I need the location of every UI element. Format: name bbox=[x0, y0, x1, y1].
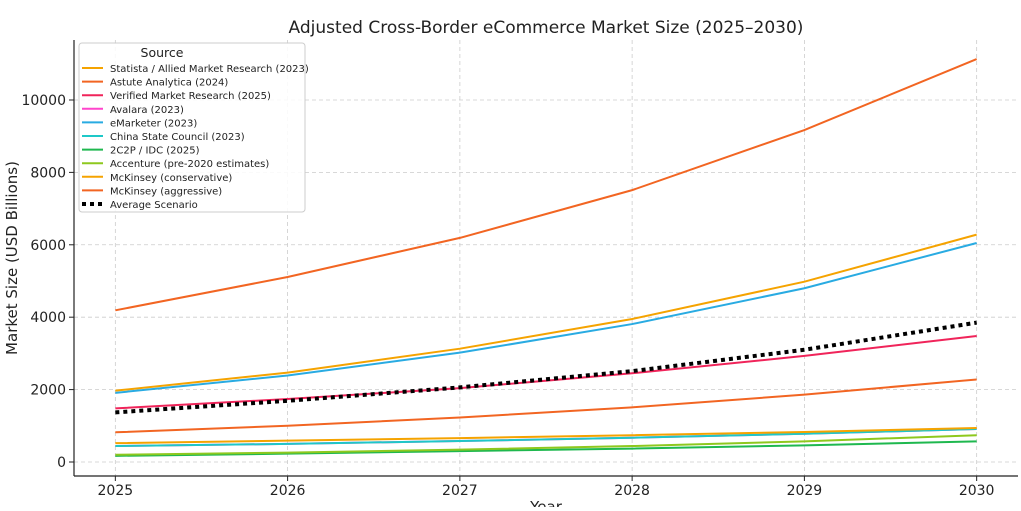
x-tick-label: 2025 bbox=[98, 483, 134, 499]
x-axis-label: Year bbox=[529, 498, 563, 507]
y-tick-label: 2000 bbox=[30, 383, 66, 399]
legend-entry: Accenture (pre-2020 estimates) bbox=[110, 159, 269, 170]
legend-entry: McKinsey (conservative) bbox=[110, 173, 232, 184]
y-axis-label: Market Size (USD Billions) bbox=[3, 161, 21, 355]
x-tick-label: 2029 bbox=[787, 483, 823, 499]
series-line-1 bbox=[115, 378, 977, 434]
legend-entry: Verified Market Research (2025) bbox=[110, 91, 271, 102]
series-lines bbox=[115, 58, 978, 457]
legend-entry: 2C2P / IDC (2025) bbox=[110, 146, 200, 157]
legend-entry: Astute Analytica (2024) bbox=[110, 78, 228, 89]
series-line-9 bbox=[115, 58, 978, 312]
x-tick-label: 2028 bbox=[614, 483, 650, 499]
series-line-0 bbox=[115, 233, 977, 392]
series-line-7 bbox=[115, 434, 977, 456]
x-tick-label: 2027 bbox=[442, 483, 478, 499]
series-line-4 bbox=[115, 242, 977, 394]
series-line-5 bbox=[115, 428, 977, 448]
legend-entry: Average Scenario bbox=[110, 200, 198, 211]
axes: 2025 2026 2027 2028 2029 2030 0 2000 4000 6000 800… bbox=[21, 40, 1018, 499]
x-tick-label: 2026 bbox=[270, 483, 306, 499]
legend-entry: McKinsey (aggressive) bbox=[110, 186, 222, 197]
y-tick-label: 4000 bbox=[30, 310, 66, 326]
legend-entry: Avalara (2023) bbox=[110, 105, 184, 116]
legend-box bbox=[78, 42, 306, 213]
series-line-2 bbox=[115, 335, 977, 410]
chart-title: Adjusted Cross-Border eCommerce Market S… bbox=[289, 18, 804, 38]
legend-entry: China State Council (2023) bbox=[110, 132, 245, 143]
legend-title: Source bbox=[141, 45, 184, 60]
series-line-8 bbox=[115, 426, 977, 445]
y-tick-label: 10000 bbox=[21, 93, 66, 109]
y-tick-label: 0 bbox=[57, 455, 66, 471]
grid bbox=[74, 40, 1018, 476]
x-tick-label: 2030 bbox=[959, 483, 995, 499]
series-line-6 bbox=[115, 440, 977, 457]
y-tick-label: 6000 bbox=[30, 238, 66, 254]
legend: Source Statista / Allied Market Research … bbox=[78, 42, 309, 213]
legend-entry: eMarketer (2023) bbox=[110, 118, 197, 129]
series-line-10 bbox=[115, 320, 977, 415]
y-tick-label: 8000 bbox=[30, 165, 66, 181]
legend-entry: Statista / Allied Market Research (2023) bbox=[110, 64, 309, 75]
